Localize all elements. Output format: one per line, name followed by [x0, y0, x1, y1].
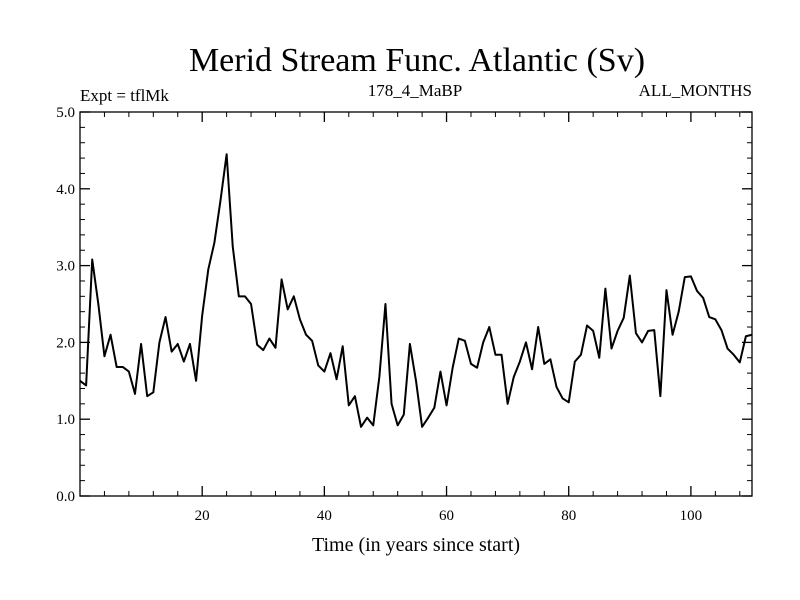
y-tick-label: 0.0: [56, 489, 75, 505]
x-axis: 20 40 60 80 100: [103, 112, 741, 524]
chart-title: Merid Stream Func. Atlantic (Sv): [189, 42, 645, 79]
x-tick-label: 60: [439, 508, 454, 524]
months-label: ALL_MONTHS: [639, 81, 752, 100]
plot-frame: [79, 111, 753, 497]
y-tick-label: 4.0: [56, 182, 75, 198]
y-axis: 0.0 1.0 2.0 3.0 4.0 5.0: [56, 105, 752, 505]
x-tick-label: 80: [561, 508, 576, 524]
x-axis-label: Time (in years since start): [312, 534, 520, 556]
y-tick-label: 2.0: [56, 335, 75, 351]
y-tick-label: 3.0: [56, 259, 75, 275]
x-tick-label: 100: [680, 508, 703, 524]
period-label: 178_4_MaBP: [368, 81, 462, 100]
x-tick-label: 40: [317, 508, 332, 524]
series-line: [79, 153, 753, 428]
x-tick-label: 20: [195, 508, 210, 524]
y-tick-label: 5.0: [56, 105, 75, 121]
y-tick-label: 1.0: [56, 412, 75, 428]
experiment-label: Expt = tflMk: [80, 86, 169, 105]
